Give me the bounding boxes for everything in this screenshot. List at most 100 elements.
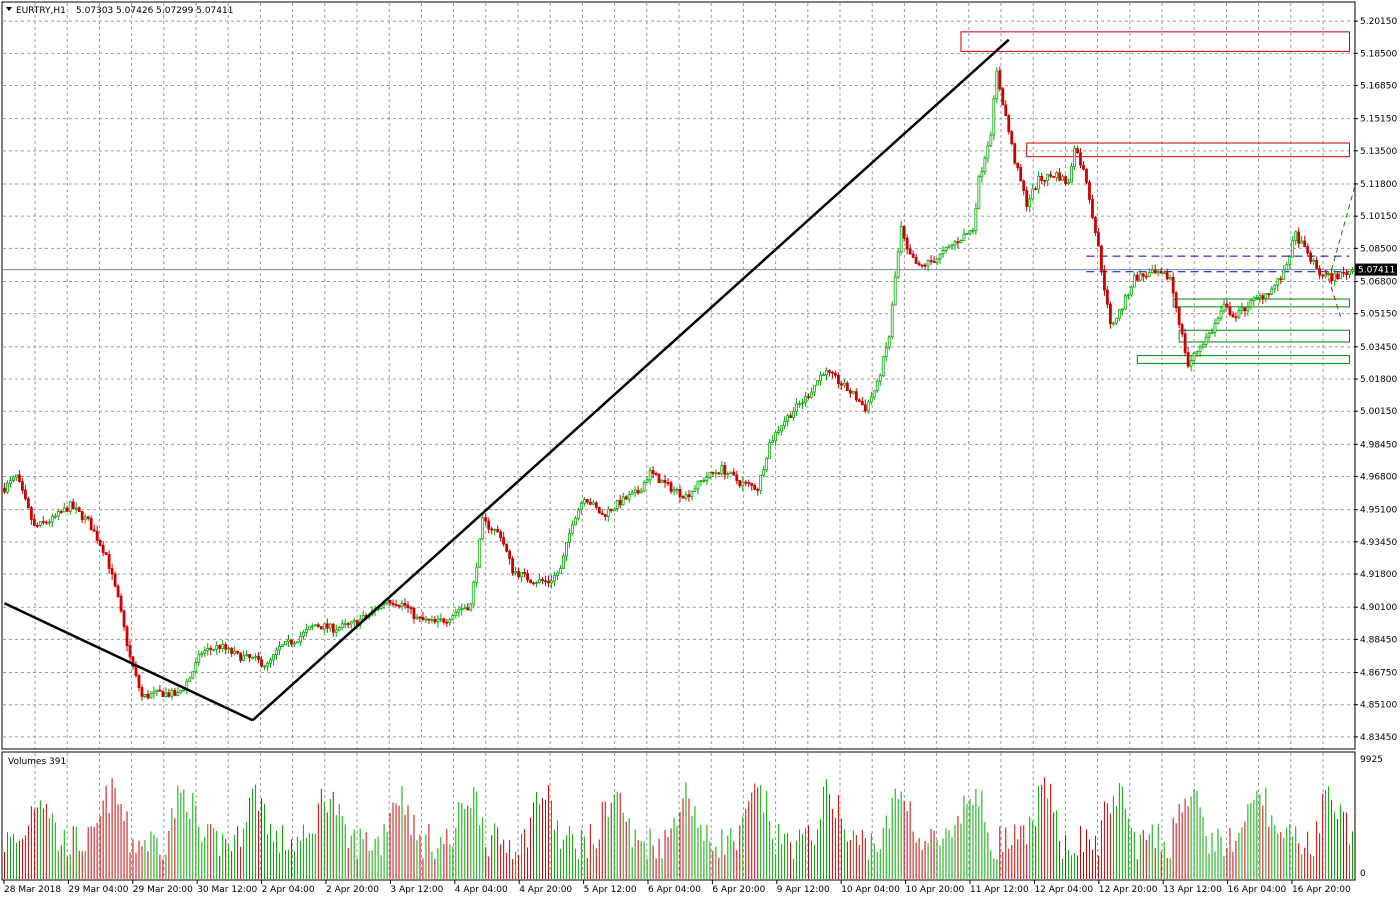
volume-label: Volumes 391 (8, 757, 66, 767)
x-tick-label: 29 Mar 04:00 (68, 885, 128, 895)
candle-body (627, 494, 631, 500)
candle-body (831, 371, 834, 374)
candle-body (875, 380, 879, 392)
candle-body (1052, 175, 1056, 178)
candle-body (1309, 252, 1313, 263)
candle-body (18, 474, 21, 483)
candle-body (191, 671, 195, 679)
candle-body (1339, 271, 1342, 280)
candle-body (1046, 174, 1050, 181)
zones (3, 31, 1354, 364)
candle-body (1153, 269, 1157, 274)
candle-body (1058, 172, 1061, 181)
candle-body (451, 615, 455, 621)
candle-body (1282, 269, 1286, 280)
candle-body (346, 623, 350, 625)
candle-body (179, 690, 183, 693)
candle-body (603, 514, 607, 517)
candle-body (950, 244, 954, 247)
candle-body (860, 400, 864, 406)
candle-body (475, 566, 479, 583)
candle-body (421, 616, 425, 620)
candle-body (113, 573, 117, 587)
candle-body (12, 476, 15, 481)
candle-body (893, 276, 897, 306)
candle-body (269, 659, 272, 664)
candle-body (1001, 88, 1005, 106)
candle-body (744, 481, 748, 484)
trendlines[interactable] (3, 38, 1356, 722)
x-tick-label: 6 Apr 20:00 (712, 885, 765, 895)
trendline (3, 602, 254, 722)
y-tick-label: 5.03450 (1360, 343, 1397, 353)
x-tick-label: 13 Apr 12:00 (1163, 885, 1222, 895)
candle-body (986, 145, 990, 159)
candle-body (810, 391, 813, 398)
y-tick-label: 5.08500 (1360, 244, 1397, 254)
candle-body (1126, 294, 1130, 297)
candle-body (983, 157, 987, 172)
y-tick-label: 5.06800 (1360, 277, 1397, 287)
candle-body (591, 502, 595, 505)
candle-body (532, 582, 535, 585)
candle-body (71, 501, 75, 510)
candle-body (409, 607, 413, 610)
candle-body (77, 507, 81, 512)
candle-body (209, 647, 213, 651)
candle-body (433, 619, 437, 623)
candle-body (212, 648, 216, 651)
candle-body (550, 580, 553, 584)
candle-body (795, 403, 798, 412)
candle-body (239, 652, 243, 661)
candle-body (218, 645, 222, 649)
candle-body (331, 623, 335, 633)
candle-body (762, 469, 766, 476)
candle-body (523, 572, 526, 574)
support-zone (1178, 329, 1351, 343)
candle-body (152, 691, 156, 695)
candle-body (1294, 231, 1298, 242)
x-tick-label: 11 Apr 12:00 (970, 885, 1029, 895)
candle-body (935, 258, 939, 263)
candle-body (657, 473, 661, 484)
candle-body (1330, 273, 1333, 282)
candle-body (866, 401, 870, 412)
candle-body (672, 489, 676, 492)
candle-body (257, 655, 260, 661)
candle-body (684, 494, 688, 499)
candle-body (1141, 273, 1145, 277)
candle-body (1270, 288, 1274, 295)
candle-body (110, 568, 114, 575)
candle-body (648, 470, 652, 481)
candle-body (98, 539, 102, 546)
candle-body (1240, 307, 1244, 311)
candle-body (6, 483, 9, 493)
candle-body (74, 507, 78, 510)
candle-body (756, 489, 760, 491)
candle-body (1106, 289, 1109, 305)
candle-body (828, 370, 831, 373)
candle-body (1156, 270, 1160, 274)
resistance-zone (960, 31, 1351, 52)
candle-body (352, 620, 356, 623)
candle-body (714, 472, 718, 475)
candle-body (284, 640, 287, 646)
candle-body (427, 618, 431, 621)
candle-body (741, 481, 745, 487)
candle-body (965, 233, 969, 235)
candle-body (340, 623, 344, 629)
triangle-down-icon[interactable] (6, 7, 12, 11)
candle-body (143, 693, 147, 697)
support-zone (1136, 355, 1351, 364)
candle-body (65, 507, 69, 512)
candle-body (92, 529, 96, 532)
candle-body (825, 370, 828, 376)
candle-body (412, 608, 416, 619)
candle-body (1150, 269, 1154, 274)
candle-body (472, 581, 476, 605)
candle-body (245, 654, 248, 657)
candle-body (553, 575, 556, 582)
